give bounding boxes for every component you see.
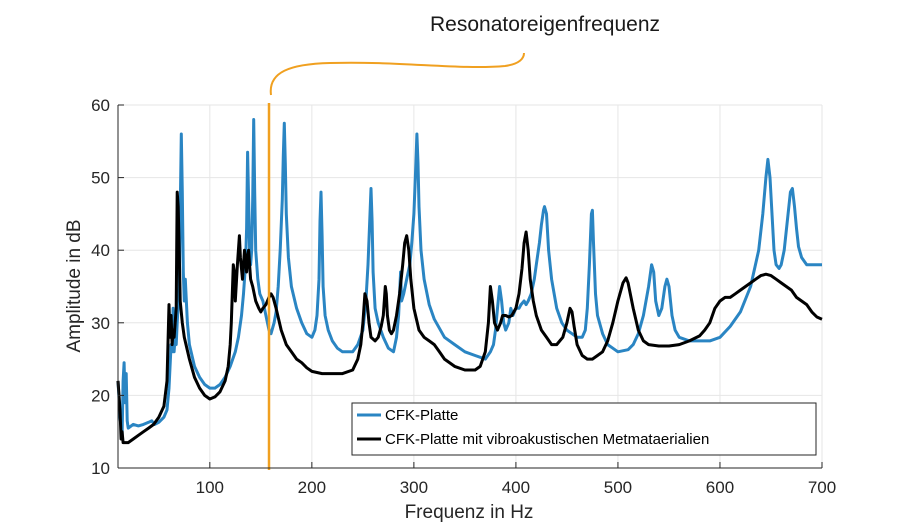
y-tick-label: 60 [91, 96, 110, 115]
legend: CFK-Platte CFK-Platte mit vibroakustisch… [351, 402, 817, 456]
series-line-cfk-meta [116, 190, 823, 445]
legend-label-cfk: CFK-Platte [385, 407, 458, 424]
x-tick-label: 700 [808, 478, 836, 497]
series-line-cfk [116, 118, 822, 437]
y-tick-label: 50 [91, 169, 110, 188]
x-tick-label: 100 [196, 478, 224, 497]
y-tick-label: 20 [91, 386, 110, 405]
x-axis-label: Frequenz in Hz [405, 502, 534, 523]
x-tick-label: 300 [400, 478, 428, 497]
y-tick-label: 40 [91, 241, 110, 260]
resonance-annotation: Resonatoreigenfrequenz [269, 13, 660, 96]
x-tick-label: 400 [502, 478, 530, 497]
annotation-label: Resonatoreigenfrequenz [430, 13, 660, 36]
x-tick-label: 600 [706, 478, 734, 497]
y-tick-label: 10 [91, 459, 110, 478]
y-tick-label: 30 [91, 314, 110, 333]
x-tick-label: 500 [604, 478, 632, 497]
legend-label-cfk-meta: CFK-Platte mit vibroakustischen Metmatae… [385, 431, 709, 448]
y-axis-label: Amplitude in dB [64, 219, 85, 352]
x-tick-label: 200 [298, 478, 326, 497]
tick-labels: 100 200 300 400 500 600 700 10 20 30 40 50 60 [91, 96, 836, 497]
axes [117, 104, 823, 469]
annotation-brace [269, 52, 525, 96]
series-lines [116, 103, 823, 470]
legend-box [351, 402, 817, 456]
